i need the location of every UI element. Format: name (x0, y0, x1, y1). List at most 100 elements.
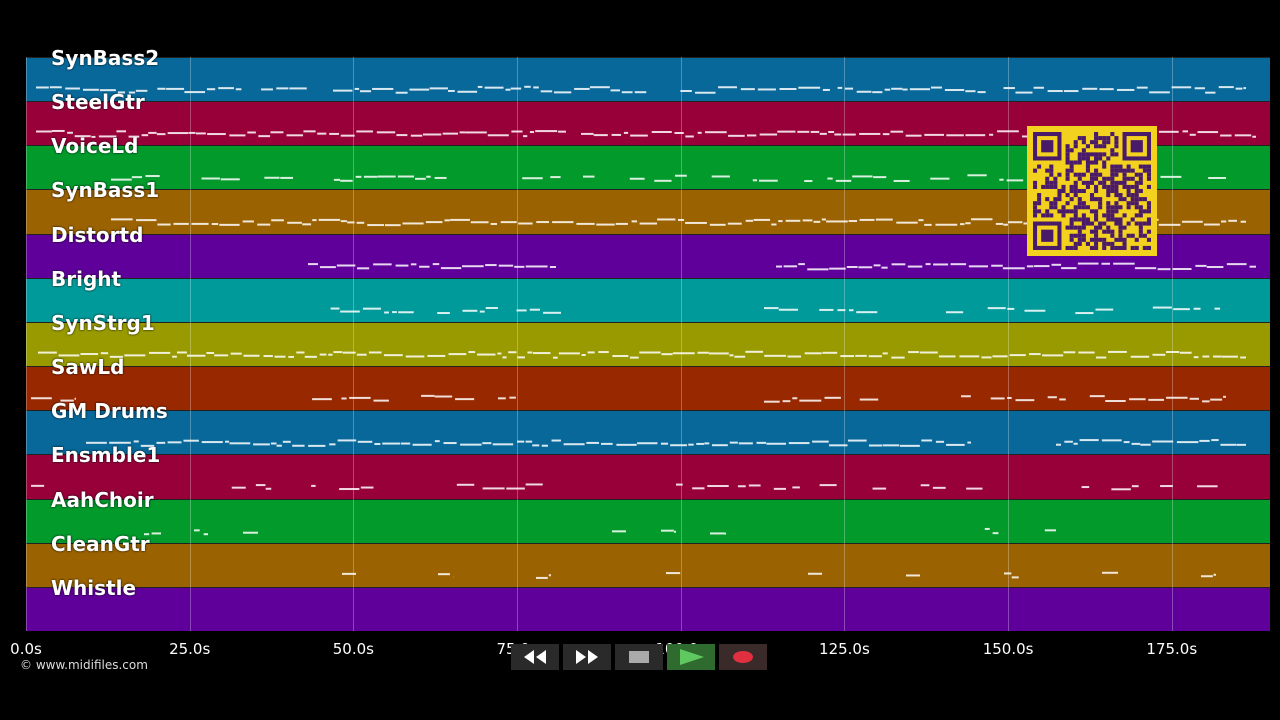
note-mark (347, 221, 355, 224)
note-mark (902, 88, 908, 91)
note-mark (610, 89, 621, 92)
note-mark (925, 263, 931, 266)
note-mark (382, 442, 401, 445)
note-mark (1182, 130, 1189, 133)
fast-forward-button[interactable] (563, 644, 611, 670)
note-mark (612, 530, 626, 533)
note-mark (367, 224, 384, 227)
note-mark (1220, 134, 1232, 137)
note-mark (80, 353, 99, 356)
note-mark (799, 399, 822, 402)
note-mark (629, 177, 645, 180)
note-mark (621, 91, 633, 94)
note-mark (243, 354, 260, 357)
note-mark (965, 222, 971, 225)
note-mark (868, 355, 882, 358)
note-mark (1047, 90, 1063, 93)
note-mark (319, 266, 336, 269)
note-mark (255, 484, 266, 487)
note-mark (219, 223, 240, 226)
note-mark (999, 178, 1004, 181)
note-mark (971, 218, 993, 221)
note-mark (891, 356, 905, 359)
note-mark (1208, 177, 1226, 180)
note-mark (859, 398, 879, 401)
note-mark (510, 87, 522, 90)
note-mark (292, 444, 305, 447)
note-mark (448, 89, 455, 92)
note-mark (792, 397, 798, 400)
note-mark (846, 266, 858, 269)
note-mark (1081, 486, 1090, 489)
note-mark (1148, 398, 1164, 401)
track-label: Bright (51, 266, 122, 291)
note-mark (1189, 397, 1199, 400)
note-mark (776, 265, 783, 268)
note-mark (828, 131, 835, 134)
note-mark (1009, 354, 1026, 357)
track-label: SteelGtr (51, 90, 145, 115)
note-mark (434, 395, 453, 398)
note-mark (1130, 355, 1150, 358)
note-mark (549, 265, 556, 268)
note-mark (482, 442, 492, 445)
note-mark (738, 442, 753, 445)
note-mark (661, 529, 674, 532)
note-mark (582, 175, 595, 178)
note-mark (425, 221, 443, 224)
note-mark (724, 532, 726, 535)
note-mark (1235, 87, 1243, 90)
note-mark (766, 442, 787, 445)
stop-button[interactable] (615, 644, 663, 670)
note-mark (1218, 86, 1234, 89)
note-mark (58, 354, 80, 357)
note-mark (837, 309, 846, 312)
note-mark (1105, 399, 1126, 402)
note-mark (1042, 354, 1064, 357)
note-mark (456, 483, 475, 486)
note-mark (842, 133, 856, 136)
note-mark (1101, 439, 1122, 442)
note-mark (1193, 307, 1201, 310)
note-mark (654, 179, 672, 182)
note-mark (395, 264, 409, 267)
note-mark (409, 88, 430, 91)
note-mark (479, 310, 485, 313)
note-mark (340, 220, 347, 223)
note-mark (1221, 220, 1227, 223)
gridline (680, 57, 682, 631)
note-mark (356, 221, 365, 224)
note-mark (639, 351, 661, 354)
note-mark (673, 530, 676, 533)
note-mark (440, 267, 462, 270)
note-mark (852, 175, 873, 178)
note-mark (485, 307, 498, 310)
note-mark (356, 353, 367, 356)
rewind-button[interactable] (511, 644, 559, 670)
note-mark (1033, 86, 1044, 89)
note-mark (810, 130, 820, 133)
note-mark (340, 179, 353, 182)
play-button[interactable] (667, 644, 715, 670)
note-mark (967, 441, 971, 444)
note-mark (524, 85, 531, 88)
note-mark (362, 307, 381, 310)
record-button[interactable] (719, 644, 767, 670)
note-mark (191, 222, 209, 225)
note-mark (890, 130, 904, 133)
note-mark (536, 576, 548, 579)
note-mark (798, 263, 805, 266)
note-mark (1075, 312, 1094, 315)
note-mark (995, 222, 1004, 225)
note-mark (1134, 267, 1157, 270)
note-mark (778, 220, 783, 223)
note-mark (924, 223, 932, 226)
note-mark (896, 221, 918, 224)
time-tick-label: 125.0s (819, 640, 870, 658)
note-mark (457, 90, 478, 93)
note-mark (98, 135, 117, 138)
note-mark (145, 175, 160, 178)
time-tick-label: 150.0s (982, 640, 1034, 658)
note-mark (376, 131, 396, 134)
note-mark (1007, 307, 1015, 310)
